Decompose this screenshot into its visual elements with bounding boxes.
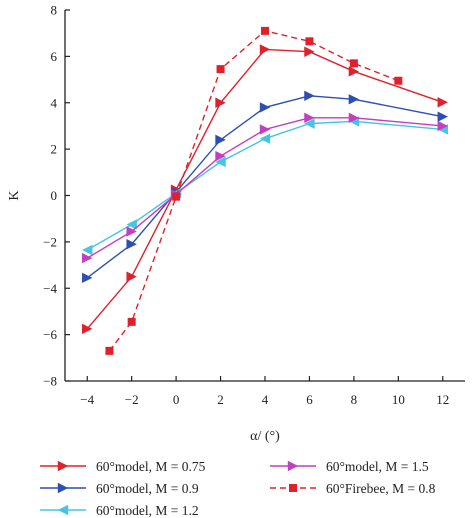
data-point xyxy=(82,272,93,284)
data-point xyxy=(304,90,315,101)
legend: 60°model, M = 0.75 60°model, M = 1.5 60°mo… xyxy=(40,459,436,518)
legend-item: 60°Firebee, M = 0.8 xyxy=(270,481,436,496)
data-point xyxy=(349,59,358,68)
legend-item: 60°model, M = 0.75 xyxy=(40,459,206,474)
data-point xyxy=(259,102,271,113)
data-point xyxy=(105,346,114,355)
axes: −8 −6 −4 −2 0 2 4 6 8 −4 −2 0 2 4 6 8 10 12 xyxy=(43,3,465,407)
x-tick-label: 4 xyxy=(262,392,269,407)
data-point xyxy=(437,111,448,122)
series-line xyxy=(86,95,443,279)
y-tick-label: 2 xyxy=(51,142,58,157)
x-tick-label: −4 xyxy=(80,392,94,407)
series-line xyxy=(86,120,443,251)
series-line xyxy=(86,117,443,259)
x-axis-label: α/ (°) xyxy=(250,429,280,444)
legend-item: 60°model, M = 1.5 xyxy=(270,459,429,474)
data-point xyxy=(304,118,315,129)
y-tick-label: 0 xyxy=(51,188,58,203)
data-point xyxy=(126,226,137,237)
data-point xyxy=(216,65,225,74)
data-point xyxy=(82,323,93,335)
y-tick-label: 8 xyxy=(51,3,58,18)
x-tick-label: 10 xyxy=(392,392,405,407)
data-point xyxy=(259,133,271,144)
legend-label: 60°model, M = 1.2 xyxy=(96,503,199,518)
y-tick-label: −6 xyxy=(43,327,57,342)
data-point xyxy=(215,156,226,168)
series-5 xyxy=(105,26,403,355)
data-point xyxy=(126,238,137,250)
y-tick-label: 6 xyxy=(51,49,58,64)
y-tick-label: 4 xyxy=(51,95,58,110)
data-point xyxy=(437,97,448,108)
series-line xyxy=(108,30,399,352)
series-layer xyxy=(82,26,448,355)
data-point xyxy=(126,271,137,282)
legend-label: 60°model, M = 0.75 xyxy=(96,459,206,474)
series-4 xyxy=(82,112,448,264)
legend-marker xyxy=(57,504,69,516)
data-point xyxy=(348,94,360,105)
y-tick-label: −8 xyxy=(43,374,57,389)
y-tick-label: −4 xyxy=(43,281,57,296)
data-point xyxy=(259,44,271,55)
data-point xyxy=(305,37,314,46)
legend-label: 60°model, M = 1.5 xyxy=(326,459,429,474)
data-point xyxy=(215,134,226,146)
legend-item: 60°model, M = 0.9 xyxy=(40,481,199,496)
legend-marker xyxy=(287,460,299,472)
x-tick-label: 12 xyxy=(436,392,449,407)
x-tick-label: 0 xyxy=(173,392,180,407)
legend-marker xyxy=(57,460,69,472)
data-point xyxy=(127,317,136,326)
legend-marker xyxy=(289,484,297,492)
legend-label: 60°model, M = 0.9 xyxy=(96,481,199,496)
series-2 xyxy=(82,90,448,284)
data-point xyxy=(259,124,271,135)
x-tick-label: 2 xyxy=(217,392,224,407)
data-point xyxy=(261,26,269,35)
data-point xyxy=(348,66,360,77)
series-1 xyxy=(82,44,448,335)
data-point xyxy=(304,112,315,124)
data-point xyxy=(82,252,93,264)
x-tick-label: 6 xyxy=(306,392,313,407)
data-point xyxy=(394,76,403,85)
y-tick-label: −2 xyxy=(43,234,57,249)
data-point xyxy=(215,97,226,108)
data-point xyxy=(437,120,448,132)
data-point xyxy=(215,150,226,162)
legend-marker xyxy=(57,482,69,494)
x-tick-label: −2 xyxy=(125,392,139,407)
series-line xyxy=(86,48,444,330)
legend-item: 60°model, M = 1.2 xyxy=(40,503,199,518)
y-axis-label: K xyxy=(7,190,22,200)
data-point xyxy=(126,219,137,230)
series-3 xyxy=(82,116,448,256)
data-point xyxy=(82,244,93,256)
data-point xyxy=(348,112,360,124)
data-point xyxy=(172,192,181,201)
data-point xyxy=(304,46,315,57)
legend-label: 60°Firebee, M = 0.8 xyxy=(326,481,436,496)
x-tick-label: 8 xyxy=(351,392,358,407)
